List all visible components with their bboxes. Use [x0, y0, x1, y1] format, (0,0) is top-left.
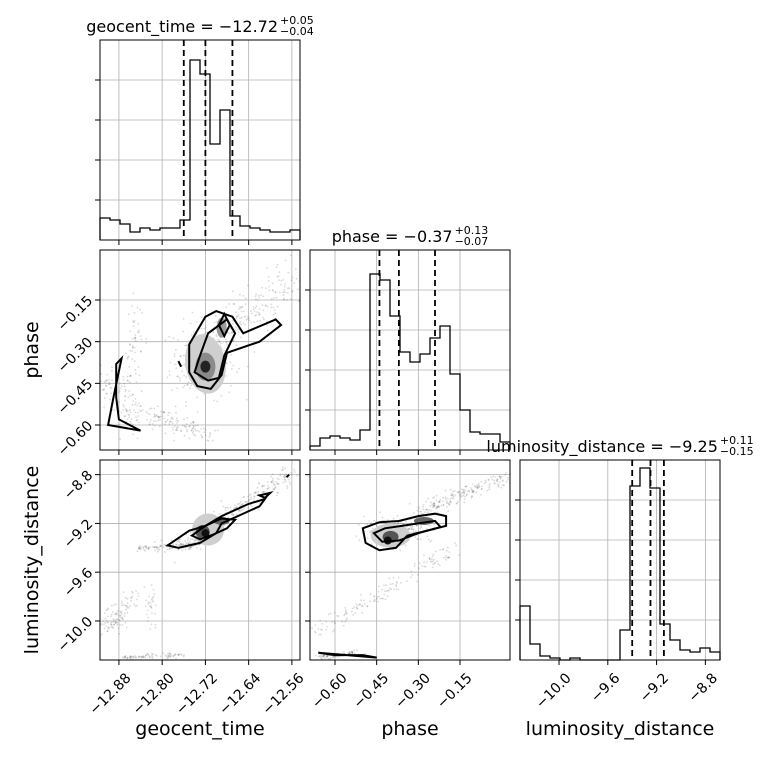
histogram-step — [519, 467, 721, 661]
x-tick-label: −9.2 — [637, 670, 672, 705]
samples — [311, 472, 510, 660]
title-main: luminosity_distance = −9.25 — [486, 437, 717, 457]
x-tick-label: −12.72 — [173, 670, 221, 718]
contour-line — [193, 317, 237, 382]
x-tick-label: −12.80 — [130, 670, 178, 718]
contour-line — [318, 651, 377, 659]
panel-frame — [519, 459, 721, 661]
contour-line — [217, 311, 231, 339]
panel-frame — [99, 39, 301, 241]
x-axis-label: phase — [381, 718, 438, 740]
y-tick-label: −9.2 — [61, 516, 96, 551]
x-tick-label: −8.8 — [686, 670, 721, 705]
title-main: geocent_time = −12.72 — [86, 17, 278, 37]
density-fill — [201, 529, 210, 538]
density-fill — [200, 360, 211, 373]
x-tick-label: −10.0 — [533, 670, 575, 712]
panel-frame — [99, 249, 301, 451]
scatter-panel-geocent_time-vs-luminosity_distance: −12.88−12.80−12.72−12.64−12.56 −10.0 −9.6 −… — [55, 459, 308, 718]
contour-line — [372, 519, 443, 543]
contour-line — [177, 360, 183, 368]
title-main: phase = −0.37 — [332, 227, 453, 246]
hist-panel-phase: phase = −0.37 +0.13−0.07 — [305, 224, 511, 455]
title-sub: −0.07 — [455, 235, 489, 248]
y-tick-label: −0.15 — [55, 293, 97, 335]
contour-line — [106, 355, 141, 432]
panel-title: luminosity_distance = −9.25 +0.11−0.15 — [486, 434, 753, 458]
hist-panel-geocent_time: geocent_time = −12.72 +0.05−0.04 — [86, 14, 314, 245]
y-tick-label: −9.6 — [61, 565, 96, 600]
scatter-panel-geocent_time-vs-phase: −0.60−0.45−0.30−0.15 — [55, 249, 301, 460]
title-sup: +0.13 — [455, 224, 489, 237]
title-sup: +0.05 — [280, 14, 314, 27]
title-sub: −0.15 — [720, 445, 754, 458]
contour-line — [285, 473, 290, 478]
x-tick-label: −12.64 — [216, 670, 264, 718]
hist-panel-luminosity_distance: −10.0 −9.6 −9.2 −8.8 luminosity_distance = −… — [486, 434, 753, 712]
panel-title: phase = −0.37 +0.13−0.07 — [332, 224, 489, 248]
panel-title: geocent_time = −12.72 +0.05−0.04 — [86, 14, 314, 38]
y-axis-label: luminosity_distance — [21, 466, 43, 655]
x-tick-label: −0.15 — [434, 670, 476, 712]
y-tick-label: −0.30 — [55, 335, 97, 377]
x-axis-label: geocent_time — [135, 718, 264, 740]
title-sub: −0.04 — [280, 25, 314, 38]
x-tick-label: −0.45 — [351, 670, 393, 712]
histogram-step — [309, 273, 511, 450]
x-tick-label: −12.56 — [260, 670, 308, 718]
contour-line — [256, 491, 274, 499]
panel-frame — [309, 459, 511, 661]
contour-line — [361, 512, 448, 552]
contour-line — [189, 517, 238, 541]
x-axis-label: luminosity_distance — [526, 718, 715, 740]
x-tick-label: −0.60 — [309, 670, 351, 712]
y-tick-label: −0.45 — [55, 376, 97, 418]
x-tick-label: −9.6 — [588, 670, 623, 705]
y-tick-label: −0.60 — [55, 418, 97, 460]
scatter-panel-phase-vs-luminosity_distance: −0.60 −0.45 −0.30 −0.15 — [305, 459, 511, 712]
y-axis-label: phase — [21, 321, 43, 378]
panel-frame — [99, 459, 301, 661]
y-tick-label: −10.0 — [55, 614, 97, 656]
panel-frame — [309, 249, 511, 451]
y-tick-label: −8.8 — [61, 468, 96, 503]
title-sup: +0.11 — [720, 434, 754, 447]
contour-line — [188, 310, 283, 391]
x-tick-label: −12.88 — [87, 670, 135, 718]
x-tick-label: −0.30 — [392, 670, 434, 712]
histogram-step — [99, 59, 301, 240]
